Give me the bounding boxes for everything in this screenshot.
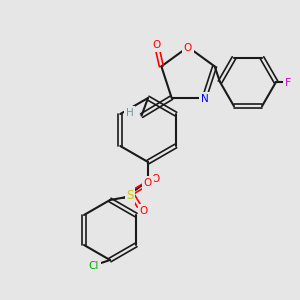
Text: O: O [184, 43, 192, 53]
Text: O: O [140, 206, 148, 216]
Text: O: O [144, 178, 152, 188]
Text: H: H [126, 108, 134, 118]
Text: F: F [285, 78, 291, 88]
Text: Cl: Cl [89, 261, 99, 271]
Text: N: N [201, 94, 208, 104]
Text: O: O [152, 40, 160, 50]
Text: O: O [152, 174, 160, 184]
Text: S: S [126, 189, 134, 202]
